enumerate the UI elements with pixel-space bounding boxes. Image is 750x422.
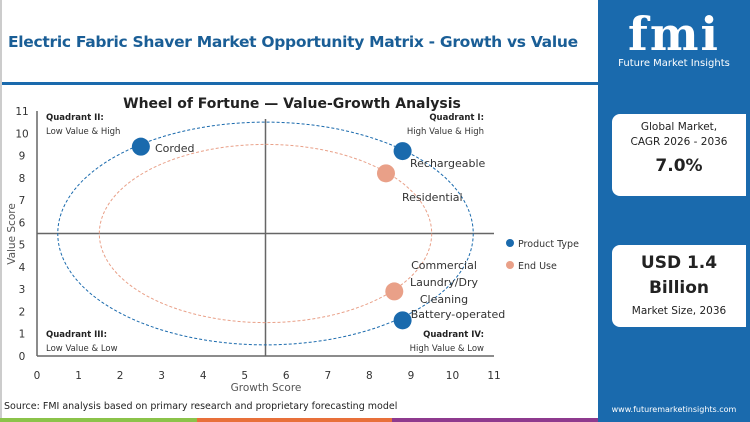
logo-subtitle: Future Market Insights [618,58,730,69]
x-tick-label: 9 [408,370,415,382]
sidebar: fmi Future Market Insights Global Market… [598,0,750,422]
quadrant-title: Quadrant I: [429,113,484,123]
quadrant-title: Quadrant IV: [423,330,484,340]
x-tick-label: 3 [158,370,165,382]
quadrant-subtitle: Low Value & Low [46,344,118,354]
legend-label: End Use [518,261,557,272]
source-note: Source: FMI analysis based on primary re… [4,401,398,412]
x-tick-label: 5 [241,370,248,382]
market-size-value: USD 1.4 [640,253,718,273]
x-tick-label: 1 [75,370,82,382]
x-tick-label: 2 [117,370,124,382]
y-axis-label: Value Score [6,203,18,265]
data-point [393,311,412,330]
y-tick-label: 0 [19,351,26,363]
y-tick-label: 8 [19,173,26,185]
market-size-unit: Billion [648,278,710,298]
market-size-label: Market Size, 2036 [631,305,727,317]
x-tick-label: 11 [487,370,500,382]
x-tick-label: 7 [324,370,331,382]
data-point [131,137,150,156]
y-tick-label: 2 [19,306,26,318]
data-point [385,282,404,301]
quadrant-title: Quadrant III: [46,330,107,340]
page-title: Electric Fabric Shaver Market Opportunit… [8,33,578,51]
x-tick-label: 4 [200,370,207,382]
point-label: Rechargeable [410,157,486,170]
y-tick-label: 3 [19,284,26,296]
y-tick-label: 6 [19,217,26,229]
point-label: Battery-operated [411,308,506,321]
footer-bar-green [0,418,197,422]
point-label: Corded [155,142,194,155]
data-point [376,164,395,183]
title-divider [2,82,598,85]
y-tick-label: 4 [19,262,26,274]
ring-product-type [57,121,474,346]
y-tick-label: 5 [19,240,26,252]
x-tick-label: 0 [34,370,41,382]
x-tick-label: 8 [366,370,373,382]
footer-bar-purple [392,418,598,422]
y-tick-label: 10 [15,128,28,140]
x-axis-label: Growth Score [231,382,302,394]
legend-marker [506,261,514,269]
quadrant-subtitle: High Value & High [407,127,484,137]
chart-title: Wheel of Fortune — Value-Growth Analysis [123,96,461,112]
cagr-card: Global Market, CAGR 2026 - 2036 7.0% [612,114,746,196]
market-size-card: USD 1.4 Billion Market Size, 2036 [612,245,746,327]
point-label: Commercial [411,259,477,272]
y-tick-label: 1 [19,329,26,341]
scatter-chart: Wheel of Fortune — Value-Growth Analysis… [6,96,579,394]
quadrant-subtitle: High Value & Low [410,344,484,354]
footer-bar-orange [197,418,392,422]
quadrant-title: Quadrant II: [46,113,104,123]
website-link[interactable]: www.futuremarketinsights.com [611,405,737,414]
fmi-logo: fmi Future Market Insights [598,6,750,69]
point-label: Cleaning [420,293,468,306]
data-point [393,142,412,161]
x-tick-label: 10 [446,370,459,382]
legend-label: Product Type [518,239,579,250]
point-label: Residential [402,191,463,204]
cagr-label: Global Market, [640,121,718,133]
y-tick-label: 11 [15,106,28,118]
cagr-value: 7.0% [655,156,703,176]
y-tick-label: 7 [19,195,26,207]
x-tick-label: 6 [283,370,290,382]
logo-mark: fmi [628,7,720,61]
legend-marker [506,239,514,247]
y-tick-label: 9 [19,151,26,163]
ring-end-use [98,143,433,324]
quadrant-subtitle: Low Value & High [46,127,120,137]
cagr-period: CAGR 2026 - 2036 [630,136,728,148]
point-label: Laundry/Dry [410,276,479,289]
chart-panel [0,0,2,422]
